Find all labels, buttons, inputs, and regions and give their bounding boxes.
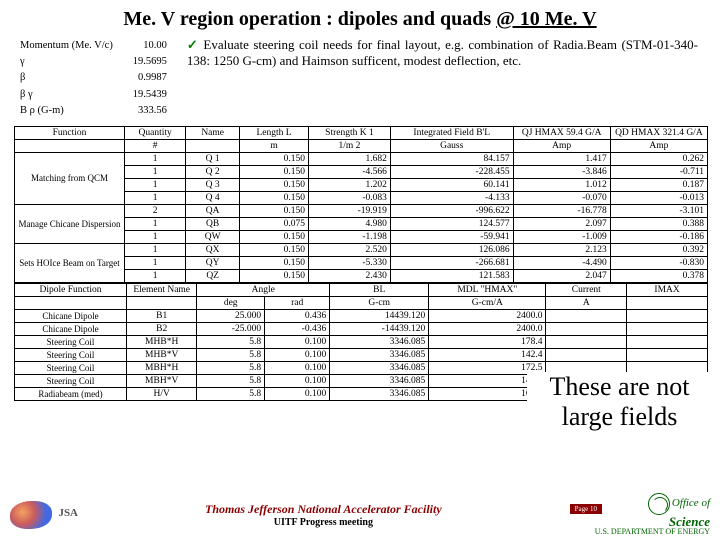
col-subheader	[15, 296, 127, 309]
col-header: MDL "HMAX"	[429, 283, 546, 296]
lab-name: Thomas Jefferson National Accelerator Fa…	[52, 502, 595, 517]
meeting-name: UITF Progress meeting	[52, 517, 595, 528]
doe-logo: Office of Science U.S. DEPARTMENT OF ENE…	[595, 493, 710, 536]
param-value: 19.5439	[123, 88, 167, 102]
col-header: Element Name	[127, 283, 197, 296]
col-header: Length L	[240, 126, 309, 139]
col-header: Strength K 1	[309, 126, 391, 139]
function-cell: Manage Chicane Dispersion	[15, 204, 125, 243]
col-subheader: Amp	[513, 139, 610, 152]
table-row: Steering CoilMHB*V5.80.1003346.085142.4	[15, 348, 708, 361]
col-header: IMAX	[627, 283, 708, 296]
params-table: Momentum (Me. V/c)10.00γ19.5695β0.9987β …	[18, 37, 169, 120]
param-label: β γ	[20, 88, 121, 102]
col-header: Current	[546, 283, 627, 296]
top-row: Momentum (Me. V/c)10.00γ19.5695β0.9987β …	[0, 37, 720, 124]
col-subheader: A	[546, 296, 627, 309]
param-label: β	[20, 71, 121, 85]
table-row: Manage Chicane Dispersion2QA0.150-19.919…	[15, 204, 708, 217]
col-subheader: deg	[197, 296, 265, 309]
col-subheader	[186, 139, 240, 152]
col-subheader: G-cm/A	[429, 296, 546, 309]
param-value: 19.5695	[123, 55, 167, 69]
param-value: 0.9987	[123, 71, 167, 85]
param-label: Momentum (Me. V/c)	[20, 39, 121, 53]
param-label: B ρ (G-m)	[20, 104, 121, 118]
quads-table: FunctionQuantityNameLength LStrength K 1…	[14, 126, 708, 283]
col-header: Integrated Field B'L	[390, 126, 513, 139]
col-subheader: Amp	[610, 139, 707, 152]
col-subheader: G-cm	[330, 296, 429, 309]
science-icon	[648, 493, 670, 515]
col-subheader: rad	[265, 296, 330, 309]
page-title: Me. V region operation : dipoles and qua…	[0, 0, 720, 37]
col-subheader: Gauss	[390, 139, 513, 152]
col-subheader: m	[240, 139, 309, 152]
function-cell: Sets HOIce Beam on Target	[15, 243, 125, 282]
table-row: Chicane DipoleB125.0000.43614439.1202400…	[15, 309, 708, 322]
footer: Thomas Jefferson National Accelerator Fa…	[0, 493, 720, 536]
col-subheader: #	[124, 139, 185, 152]
col-header: Function	[15, 126, 125, 139]
check-icon: ✓	[187, 37, 199, 52]
overlay-note: These are not large fields	[527, 372, 712, 432]
param-value: 333.56	[123, 104, 167, 118]
table-row: Sets HOIce Beam on Target1QX0.1502.52012…	[15, 243, 708, 256]
col-header: Name	[186, 126, 240, 139]
col-header: Quantity	[124, 126, 185, 139]
col-subheader	[127, 296, 197, 309]
col-header: Dipole Function	[15, 283, 127, 296]
bullet-note: ✓ Evaluate steering coil needs for final…	[187, 37, 708, 120]
col-subheader: 1/m 2	[309, 139, 391, 152]
param-value: 10.00	[123, 39, 167, 53]
col-header: QJ HMAX 59.4 G/A	[513, 126, 610, 139]
col-subheader	[627, 296, 708, 309]
table-row: Steering CoilMHB*H5.80.1003346.085178.4	[15, 335, 708, 348]
col-header: BL	[330, 283, 429, 296]
function-cell: Matching from QCM	[15, 152, 125, 204]
jlab-logo-icon	[10, 501, 52, 529]
col-subheader	[15, 139, 125, 152]
col-header: Angle	[197, 283, 330, 296]
table-row: Matching from QCM1Q 10.1501.68284.1571.4…	[15, 152, 708, 165]
table-row: Chicane DipoleB2-25.000-0.436-14439.1202…	[15, 322, 708, 335]
col-header: QD HMAX 321.4 G/A	[610, 126, 707, 139]
param-label: γ	[20, 55, 121, 69]
